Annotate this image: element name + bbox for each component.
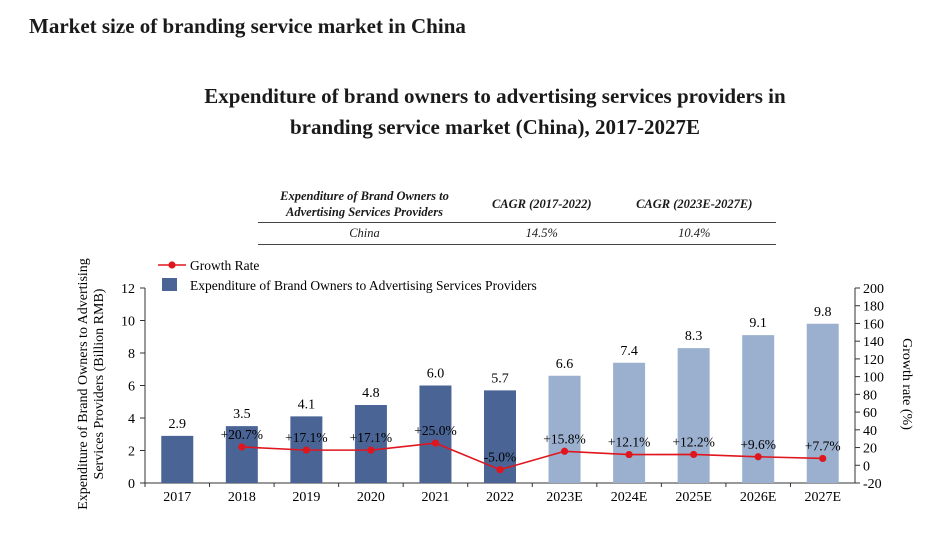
bar [419, 385, 452, 483]
left-axis-tick-label: 6 [128, 380, 135, 395]
right-axis-tick-label: 0 [863, 459, 870, 474]
bar [225, 426, 258, 483]
x-axis-tick-label: 2025E [675, 490, 712, 505]
growth-rate-label: +7.7% [805, 438, 841, 453]
right-axis-tick-label: 140 [863, 335, 884, 350]
growth-rate-line [241, 442, 823, 471]
right-axis-tick-label: 80 [863, 388, 877, 403]
growth-rate-label: +12.1% [608, 435, 650, 450]
chart-title: Expenditure of brand owners to advertisi… [100, 81, 890, 143]
left-axis-tick-label: 0 [128, 477, 135, 492]
growth-rate-point [819, 454, 827, 463]
right-axis-tick-label: 60 [863, 406, 877, 421]
left-axis-tick-label: 2 [128, 445, 135, 460]
bar [548, 375, 581, 483]
growth-rate-label: -5.0% [484, 450, 517, 465]
bar [161, 435, 194, 483]
growth-rate-point [367, 446, 375, 454]
growth-rate-point [625, 450, 633, 459]
left-axis-tick-label: 8 [128, 347, 135, 362]
x-axis-tick-label: 2017 [163, 490, 191, 505]
growth-rate-point [238, 443, 246, 451]
x-axis-tick-label: 2023E [546, 490, 583, 505]
bar [354, 405, 387, 483]
x-axis-tick-label: 2026E [740, 490, 777, 505]
growth-rate-point [560, 447, 569, 455]
page-heading: Market size of branding service market i… [29, 14, 466, 38]
bar [677, 348, 710, 483]
growth-rate-label: +15.8% [543, 431, 585, 446]
growth-rate-point [496, 466, 504, 474]
bar-value-label: 2.9 [169, 417, 187, 432]
growth-rate-point [302, 446, 310, 454]
right-axis-tick-label: 160 [863, 317, 884, 332]
x-axis-tick-label: 2024E [611, 490, 648, 505]
cagr-header-2023-2027: CAGR (2023E-2027E) [612, 186, 776, 223]
growth-rate-point [431, 439, 440, 447]
legend-line-marker [168, 261, 176, 269]
bar-value-label: 5.7 [491, 371, 509, 386]
right-axis-tick-label: 100 [863, 371, 884, 386]
right-axis-tick-label: -20 [863, 477, 882, 492]
legend-expenditure-label: Expenditure of Brand Owners to Advertisi… [190, 278, 537, 293]
x-axis-tick-label: 2020 [357, 490, 385, 505]
left-axis-title-line1: Expenditure of Brand Owners to Advertisi… [76, 258, 91, 510]
cagr-table-row: China 14.5% 10.4% [258, 222, 776, 245]
cagr-header-expenditure: Expenditure of Brand Owners to Advertisi… [258, 186, 471, 223]
growth-rate-point [690, 450, 698, 459]
left-axis-tick-label: 10 [121, 315, 135, 330]
left-axis-title-line2: Services Providers (Billion RMB) [92, 288, 107, 479]
x-axis-tick-label: 2018 [228, 490, 256, 505]
cagr-table-header-row: Expenditure of Brand Owners to Advertisi… [258, 186, 776, 223]
growth-rate-label: +9.6% [740, 437, 776, 452]
bar-value-label: 6.0 [427, 367, 445, 382]
cagr-value-2023-2027: 10.4% [612, 222, 776, 245]
bar-value-label: 4.1 [298, 397, 316, 412]
growth-rate-label: +25.0% [414, 423, 456, 438]
chart-title-line2: branding service market (China), 2017-20… [289, 115, 701, 139]
cagr-region: China [258, 222, 471, 245]
bar-value-label: 8.3 [685, 329, 703, 344]
cagr-value-2017-2022: 14.5% [471, 222, 613, 245]
bar-value-label: 4.8 [362, 386, 380, 401]
chart-title-line1: Expenditure of brand owners to advertisi… [204, 84, 786, 108]
bar-value-label: 6.6 [556, 357, 574, 372]
left-axis-tick-label: 12 [121, 282, 135, 297]
legend-bar-swatch [162, 278, 177, 291]
right-axis-title: Growth rate (%) [899, 338, 914, 430]
growth-rate-label: +17.1% [285, 430, 327, 445]
growth-rate-point [754, 453, 762, 461]
cagr-table: Expenditure of Brand Owners to Advertisi… [258, 186, 776, 245]
bar-value-label: 9.8 [814, 305, 832, 320]
bar-value-label: 3.5 [233, 407, 251, 422]
bar-value-label: 7.4 [620, 344, 638, 359]
x-axis-tick-label: 2027E [804, 490, 841, 505]
right-axis-tick-label: 120 [863, 353, 884, 368]
x-axis-tick-label: 2021 [421, 490, 449, 505]
left-axis-tick-label: 4 [128, 412, 135, 427]
bar [613, 362, 646, 483]
legend-growth-rate-label: Growth Rate [190, 258, 259, 273]
right-axis-tick-label: 180 [863, 300, 884, 315]
right-axis-tick-label: 200 [863, 282, 884, 297]
x-axis-tick-label: 2022 [486, 490, 514, 505]
growth-rate-label: +12.2% [672, 434, 714, 449]
right-axis-tick-label: 40 [863, 424, 877, 439]
x-axis-tick-label: 2019 [292, 490, 320, 505]
right-axis-tick-label: 20 [863, 442, 877, 457]
cagr-header-2017-2022: CAGR (2017-2022) [471, 186, 613, 223]
growth-rate-label: +17.1% [350, 430, 392, 445]
bar-value-label: 9.1 [749, 316, 767, 331]
growth-rate-label: +20.7% [221, 427, 263, 442]
bar [742, 335, 775, 483]
